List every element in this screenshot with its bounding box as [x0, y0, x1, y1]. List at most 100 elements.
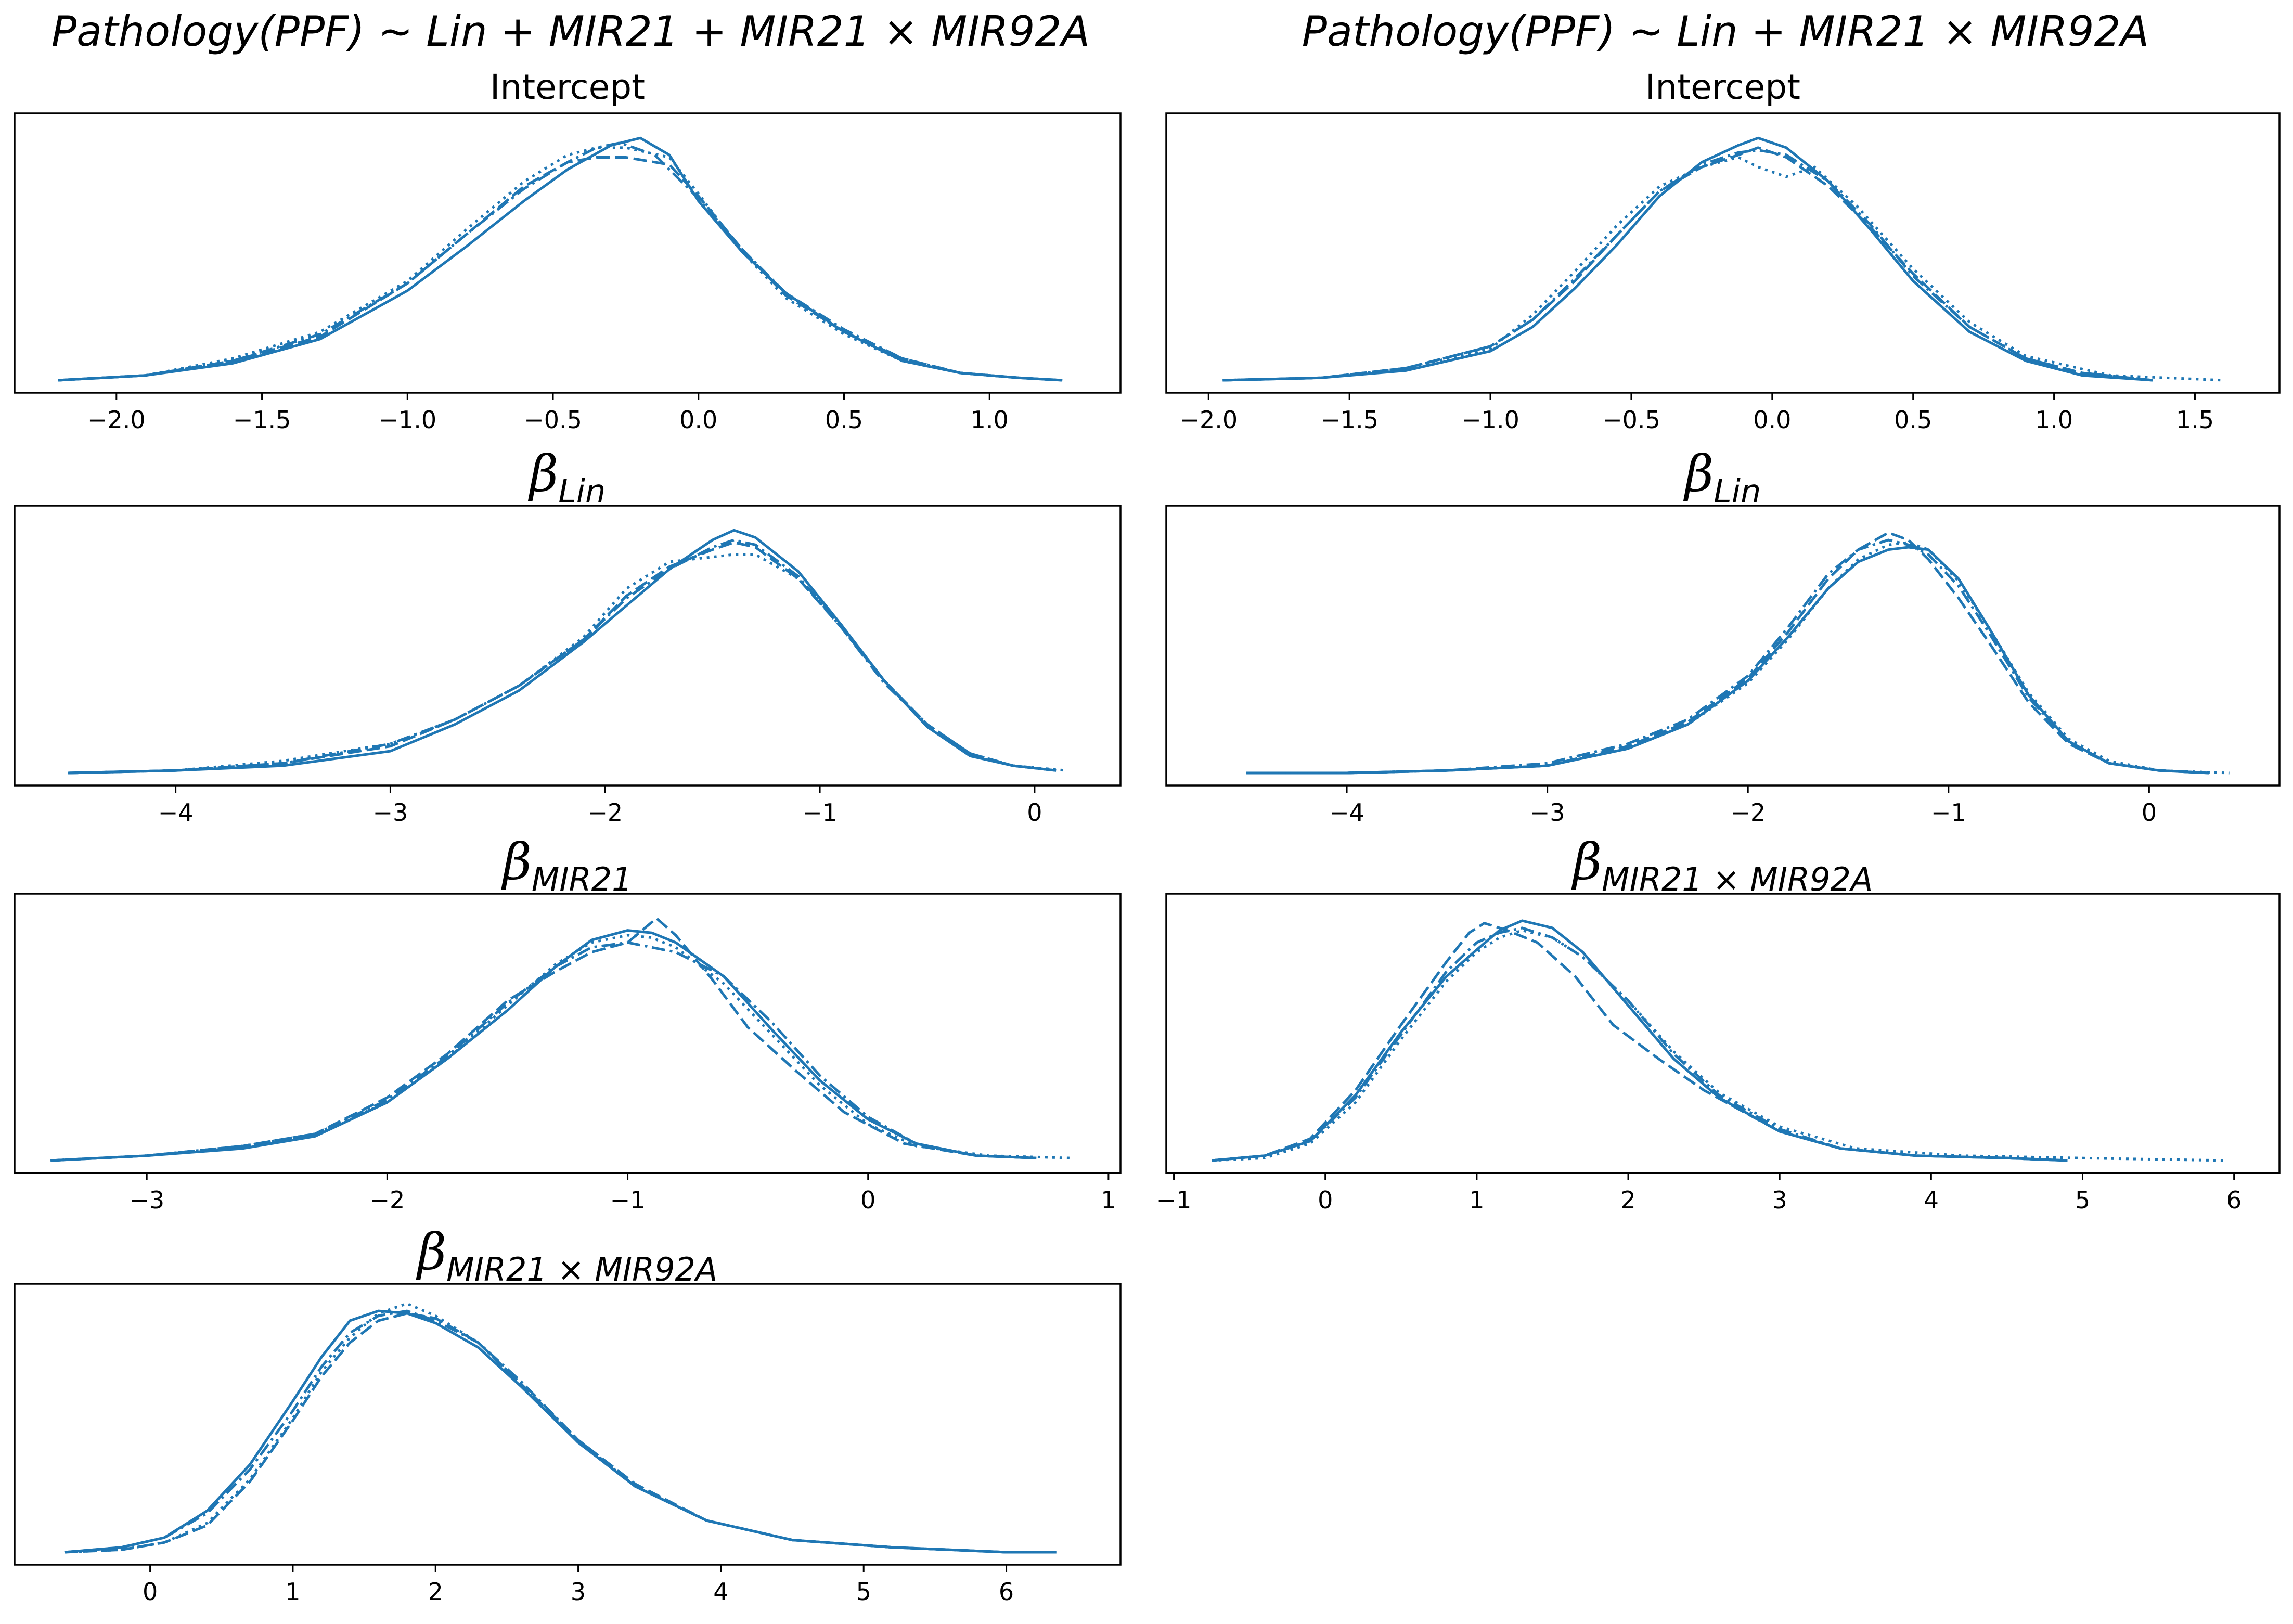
density-line-chain-2 — [50, 917, 1037, 1162]
x-tick-label: −1 — [610, 1186, 646, 1214]
x-tick-label: −3 — [1530, 798, 1565, 827]
density-line-chain-2 — [1212, 922, 2068, 1162]
beta-subscript: Lin — [558, 472, 606, 510]
panel-L-intercept: Intercept −2.0 −1.5 −1.0 −0.5 0.0 0.5 1.0 — [14, 67, 1122, 434]
density-line-chain-1 — [58, 136, 1063, 382]
density-line-chain-2 — [1222, 146, 2153, 382]
density-line-chain-3 — [64, 1309, 1057, 1554]
panel-title: βLin — [528, 445, 606, 510]
density-line-chain-4 — [50, 934, 1073, 1162]
x-tick-label: −1 — [1156, 1186, 1192, 1214]
axes-frame — [14, 1283, 1122, 1566]
x-tick-label: −2 — [587, 798, 623, 827]
x-tick-label: −1.0 — [1461, 406, 1519, 434]
density-line-chain-4 — [68, 553, 1067, 775]
axes-frame — [1165, 505, 2281, 787]
density-line-chain-4 — [1246, 541, 2230, 775]
density-line-chain-1 — [1222, 136, 2153, 382]
x-tick-label: 0 — [2142, 798, 2157, 827]
density-line-chain-1 — [1212, 919, 2068, 1162]
beta-subscript: Lin — [1714, 472, 1761, 510]
density-line-chain-3 — [1246, 538, 2210, 775]
x-tick-label: −1 — [1931, 798, 1966, 827]
x-tick-label: 4 — [1924, 1186, 1939, 1214]
axes-frame — [1165, 893, 2281, 1174]
x-tick-label: 1.0 — [2035, 406, 2073, 434]
x-tick-label: −1.5 — [1320, 406, 1379, 434]
beta-subscript: MIR21 × MIR92A — [446, 1251, 717, 1288]
beta-symbol: β — [1571, 833, 1602, 891]
density-line-chain-3 — [50, 941, 1037, 1162]
column-title-left: Pathology(PPF) ~ Lin + MIR21 + MIR21 × M… — [51, 7, 1090, 56]
x-tick-label: 0 — [860, 1186, 875, 1214]
beta-symbol: β — [416, 1223, 447, 1281]
x-tick-label: 1.5 — [2176, 406, 2214, 434]
density-line-chain-4 — [1222, 156, 2223, 382]
panel-R-intercept: Intercept −2.0 −1.5 −1.0 −0.5 0.0 0.5 1.0 1.5 — [1165, 67, 2281, 434]
panel-L-beta-lin: βLin −4 −3 −2 −1 0 — [14, 445, 1122, 827]
axes-frame — [14, 505, 1122, 787]
x-tick-label: −2 — [1730, 798, 1766, 827]
x-tick-label: 1 — [285, 1578, 300, 1606]
x-tick-label: 3 — [571, 1578, 586, 1606]
density-line-chain-2 — [64, 1312, 1057, 1554]
panel-title: βMIR21 × MIR92A — [1571, 833, 1873, 898]
density-line-chain-4 — [58, 146, 1063, 382]
density-line-chain-1 — [68, 529, 1057, 775]
density-line-chain-1 — [64, 1309, 1057, 1554]
x-tick-label: 2 — [428, 1578, 443, 1606]
x-tick-label: 0.0 — [679, 406, 717, 434]
x-tick-label: 6 — [2226, 1186, 2242, 1214]
x-tick-label: −2.0 — [1179, 406, 1238, 434]
density-line-chain-4 — [64, 1302, 1057, 1554]
x-tick-label: −2.0 — [87, 406, 146, 434]
x-tick-label: −0.5 — [1602, 406, 1660, 434]
x-tick-label: −1.0 — [378, 406, 436, 434]
column-title-right: Pathology(PPF) ~ Lin + MIR21 × MIR92A — [1302, 7, 2149, 56]
density-line-chain-2 — [1246, 531, 2210, 775]
axes-frame — [14, 112, 1122, 394]
panel-title: βMIR21 — [501, 833, 632, 898]
panel-title: βLin — [1683, 445, 1761, 510]
x-tick-label: 0 — [1027, 798, 1042, 827]
density-line-chain-1 — [50, 929, 1037, 1162]
panels: Intercept−2.0 −1.5 −1.0 −0.5 0.0 0.5 1.0βLin−4… — [14, 67, 2281, 1606]
x-tick-label: 0 — [1318, 1186, 1333, 1214]
x-tick-label: 2 — [1620, 1186, 1635, 1214]
axes-frame — [1165, 112, 2281, 394]
x-tick-label: 5 — [856, 1578, 871, 1606]
density-line-chain-2 — [58, 156, 1063, 382]
x-tick-label: 6 — [999, 1578, 1014, 1606]
beta-subscript: MIR21 × MIR92A — [1602, 860, 1873, 898]
beta-subscript: MIR21 — [532, 860, 633, 898]
x-tick-label: 0 — [143, 1578, 158, 1606]
panel-L-beta-mir21: βMIR21 −3 −2 −1 0 1 — [14, 833, 1122, 1214]
x-tick-label: 0.0 — [1753, 406, 1791, 434]
x-tick-label: 1 — [1101, 1186, 1116, 1214]
x-tick-label: −4 — [158, 798, 194, 827]
panel-title: Intercept — [1645, 67, 1800, 107]
panel-R-beta-lin: βLin −4 −3 −2 −1 0 — [1165, 445, 2281, 827]
x-tick-label: −4 — [1329, 798, 1364, 827]
x-tick-label: 4 — [713, 1578, 728, 1606]
panel-R-beta-interaction: βMIR21 × MIR92A −1 0 1 2 3 4 5 6 — [1156, 833, 2281, 1214]
x-tick-label: 0.5 — [1894, 406, 1932, 434]
x-tick-label: 1 — [1469, 1186, 1484, 1214]
beta-symbol: β — [528, 445, 559, 503]
x-tick-label: −3 — [129, 1186, 164, 1214]
beta-symbol: β — [1683, 445, 1714, 503]
beta-symbol: β — [501, 833, 532, 891]
x-tick-label: 3 — [1772, 1186, 1787, 1214]
x-tick-label: −1.5 — [233, 406, 291, 434]
density-line-chain-3 — [1222, 149, 2153, 382]
x-tick-label: 1.0 — [971, 406, 1009, 434]
panel-L-beta-interaction: βMIR21 × MIR92A 0 1 2 3 4 5 6 — [14, 1223, 1122, 1606]
x-tick-label: −1 — [802, 798, 838, 827]
x-tick-label: −3 — [373, 798, 408, 827]
panel-title: βMIR21 × MIR92A — [416, 1223, 718, 1288]
x-tick-label: 5 — [2075, 1186, 2090, 1214]
x-tick-label: −0.5 — [524, 406, 582, 434]
density-line-chain-4 — [1212, 929, 2227, 1162]
x-tick-label: −2 — [369, 1186, 405, 1214]
